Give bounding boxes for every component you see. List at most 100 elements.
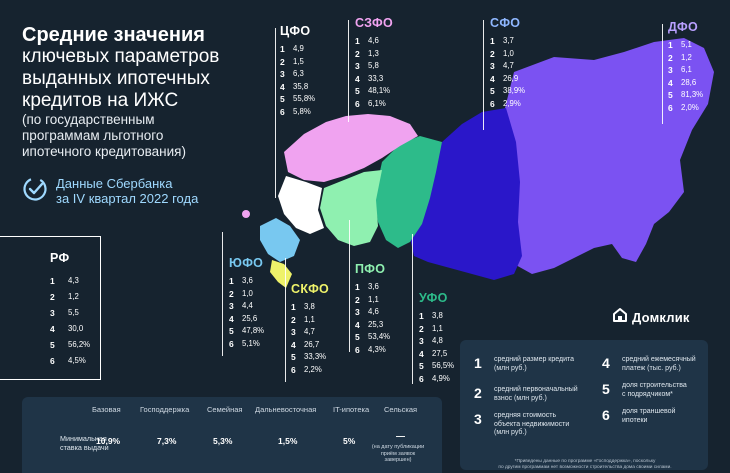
row-num: 2 <box>490 48 495 59</box>
footnote-line: *Приведены данные по программе «Господде… <box>514 459 656 464</box>
row-num: 1 <box>229 276 234 286</box>
subtitle-line-3: ипотечного кредитования) <box>22 144 186 159</box>
row-num: 1 <box>355 282 360 292</box>
value: 4,5% <box>68 356 86 365</box>
value: 4,7 <box>304 327 315 336</box>
title-block: Средние значения ключевых параметров выд… <box>22 24 252 160</box>
legend-text: взнос (млн руб.) <box>494 394 547 402</box>
region-yufo: ЮФО 1 3,6 2 1,0 3 4,4 4 25,6 5 47,8% 6 5,1% <box>229 256 264 350</box>
row-num: 3 <box>280 69 285 79</box>
legend-num: 5 <box>602 381 610 397</box>
row-num: 3 <box>355 307 360 317</box>
region-name: СФО <box>490 16 521 30</box>
value: 53,4% <box>368 332 391 341</box>
legend-num: 4 <box>602 355 610 371</box>
note-line: завершен) <box>384 457 412 463</box>
region-name: ЮФО <box>229 256 264 270</box>
domclick-logo: Домклик <box>612 307 690 328</box>
subtitle-line-2: программам льготного <box>22 128 164 143</box>
row-num: 2 <box>419 323 424 334</box>
map-region-skfo <box>270 260 292 288</box>
row-num: 2 <box>291 314 296 325</box>
row-num: 1 <box>490 36 495 46</box>
map-region-kaliningrad <box>242 210 250 218</box>
value: 27,5 <box>432 348 448 358</box>
rate-value: 1,5% <box>278 436 298 446</box>
rate-note: (на дату публикации приём заявок заверше… <box>368 444 428 464</box>
table-header: Базовая <box>92 405 121 414</box>
value: 38,9% <box>503 86 526 95</box>
value: 25,3 <box>368 319 384 329</box>
value: 1,2 <box>681 52 692 62</box>
legend-text: средний первоначальный <box>494 386 578 393</box>
legend-num: 6 <box>602 407 610 423</box>
value: 5,8 <box>368 61 379 70</box>
row-num: 5 <box>419 361 424 371</box>
row-num: 3 <box>229 301 234 311</box>
legend-num: 3 <box>474 411 482 427</box>
map-region-pfo <box>320 170 382 246</box>
pointer-line-dfo <box>662 24 663 124</box>
region-pfo: ПФО 1 3,6 2 1,1 3 4,6 4 25,3 5 53,4% 6 4,3% <box>355 262 390 356</box>
legend-text: средний ежемесячный <box>622 356 696 363</box>
row-num: 6 <box>355 344 360 355</box>
title-line-1: ключевых параметров <box>22 46 220 67</box>
value: 1,0 <box>503 48 514 58</box>
row-num: 3 <box>419 336 424 346</box>
value: 5,8% <box>293 106 311 116</box>
row-label-line: ставка выдачи <box>60 443 109 452</box>
pointer-line-skfo <box>285 258 286 382</box>
row-num: 5 <box>355 86 360 96</box>
value: 48,1% <box>368 86 391 95</box>
value: 35,8 <box>293 81 309 91</box>
rate-value: 10,9% <box>96 436 121 446</box>
value: 2,0% <box>681 102 699 112</box>
row-num: 4 <box>291 339 296 350</box>
row-num: 6 <box>50 356 55 366</box>
value: 1,2 <box>68 292 79 301</box>
value: 3,8 <box>432 311 443 320</box>
value: 4,3 <box>68 276 79 285</box>
row-num: 2 <box>668 52 673 63</box>
note-line: (на дату публикации <box>371 444 425 450</box>
table-row-label: Минимальная ставка выдачи <box>60 434 109 452</box>
row-num: 2 <box>50 292 55 302</box>
legend-text: средний размер кредита <box>494 356 575 363</box>
row-num: 1 <box>50 276 55 286</box>
legend-item-4: 4 средний ежемесячный платеж (тыс. руб.) <box>602 356 696 373</box>
row-num: 2 <box>280 56 285 67</box>
row-num: 4 <box>419 348 424 359</box>
row-num: 3 <box>291 327 296 337</box>
value: 30,0 <box>68 324 84 333</box>
value: 81,3% <box>681 90 704 99</box>
legend-text: с подрядчиком* <box>622 390 673 398</box>
source-note: Данные Сбербанка за IV квартал 2022 года <box>22 176 198 207</box>
row-num: 1 <box>668 40 673 50</box>
value: 3,6 <box>368 282 379 291</box>
value: 5,5 <box>68 308 79 317</box>
value: 1,3 <box>368 48 379 58</box>
row-num: 6 <box>291 364 296 375</box>
value: 56,2% <box>68 340 91 349</box>
value: 4,9% <box>432 373 450 383</box>
value: 6,1% <box>368 98 386 108</box>
source-line-2: за IV квартал 2022 года <box>56 191 199 206</box>
region-skfo: СКФО 1 3,8 2 1,1 3 4,7 4 26,7 5 33,3% 6 2,2% <box>291 282 329 376</box>
row-num: 4 <box>50 324 55 334</box>
region-szfo: СЗФО 1 4,6 2 1,3 3 5,8 4 33,3 5 48,1% 6 6,1% <box>355 16 393 110</box>
region-dfo: ДФО 1 5,1 2 1,2 3 6,1 4 28,6 5 81,3% 6 2,0% <box>668 20 703 114</box>
value: 4,7 <box>503 61 514 70</box>
rates-table: Базовая Господдержка Семейная Дальневост… <box>22 397 442 473</box>
table-header: Сельская <box>384 405 418 414</box>
legend-text: объекта недвижимости <box>494 420 570 428</box>
legend-item-2: 2 средний первоначальный взнос (млн руб.) <box>474 386 578 403</box>
house-logo-icon <box>612 307 628 328</box>
pointer-line-szfo <box>348 20 349 122</box>
value: 25,6 <box>242 313 258 323</box>
row-num: 3 <box>50 308 55 318</box>
region-name: СЗФО <box>355 16 393 30</box>
row-num: 1 <box>280 44 285 54</box>
value: 4,8 <box>432 336 443 345</box>
value: 3,8 <box>304 302 315 311</box>
legend-num: 2 <box>474 385 482 401</box>
